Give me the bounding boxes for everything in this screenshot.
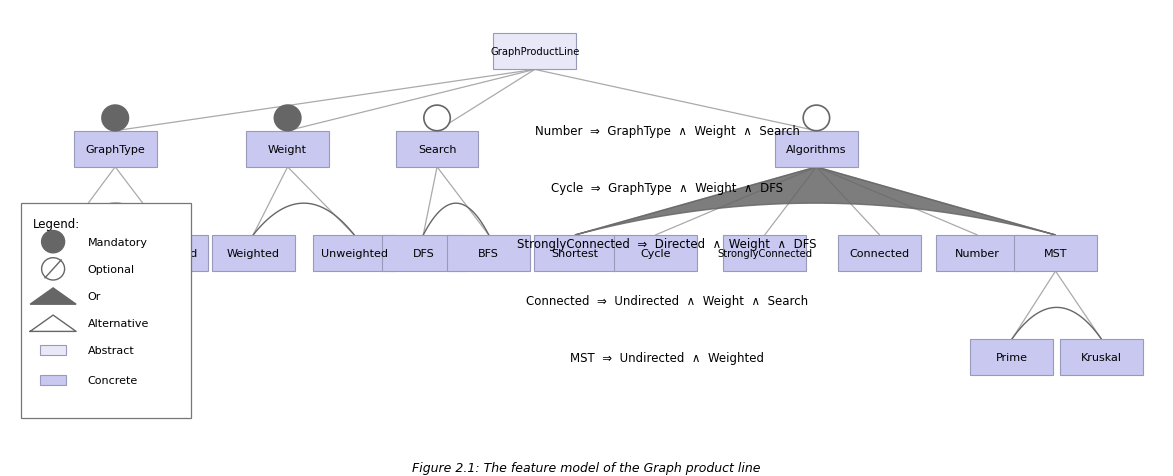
FancyBboxPatch shape — [74, 131, 156, 168]
Text: Number  ⇒  GraphType  ∧  Weight  ∧  Search: Number ⇒ GraphType ∧ Weight ∧ Search — [535, 125, 800, 138]
Text: BFS: BFS — [479, 248, 500, 258]
Text: Number: Number — [955, 248, 999, 258]
FancyBboxPatch shape — [724, 236, 806, 271]
Text: Figure 2.1: The feature model of the Graph product line: Figure 2.1: The feature model of the Gra… — [412, 461, 761, 474]
FancyBboxPatch shape — [494, 34, 576, 70]
FancyBboxPatch shape — [839, 236, 921, 271]
FancyBboxPatch shape — [1015, 236, 1097, 271]
FancyBboxPatch shape — [126, 236, 209, 271]
Text: Alternative: Alternative — [88, 318, 149, 328]
FancyBboxPatch shape — [40, 375, 66, 385]
Polygon shape — [30, 288, 76, 305]
FancyBboxPatch shape — [382, 236, 465, 271]
Ellipse shape — [423, 106, 450, 131]
FancyBboxPatch shape — [936, 236, 1018, 271]
Text: StronglyConnected: StronglyConnected — [717, 248, 812, 258]
Text: Or: Or — [88, 291, 101, 301]
Text: Kruskal: Kruskal — [1082, 353, 1123, 362]
Text: GraphType: GraphType — [86, 145, 145, 154]
Text: Search: Search — [418, 145, 456, 154]
Ellipse shape — [804, 106, 829, 131]
FancyBboxPatch shape — [775, 131, 857, 168]
Text: GraphProductLine: GraphProductLine — [490, 47, 579, 57]
Text: MST: MST — [1044, 248, 1067, 258]
Ellipse shape — [274, 106, 300, 131]
FancyBboxPatch shape — [447, 236, 530, 271]
Text: MST  ⇒  Undirected  ∧  Weighted: MST ⇒ Undirected ∧ Weighted — [570, 351, 764, 364]
Text: Weighted: Weighted — [226, 248, 279, 258]
Text: Connected: Connected — [849, 248, 910, 258]
Text: Legend:: Legend: — [33, 217, 80, 230]
Text: Directed: Directed — [41, 248, 88, 258]
Text: Algorithms: Algorithms — [786, 145, 847, 154]
FancyBboxPatch shape — [313, 236, 395, 271]
FancyBboxPatch shape — [212, 236, 294, 271]
Text: Abstract: Abstract — [88, 346, 135, 356]
Ellipse shape — [102, 106, 128, 131]
FancyBboxPatch shape — [40, 346, 66, 356]
Text: Cycle: Cycle — [640, 248, 671, 258]
Ellipse shape — [41, 258, 65, 280]
FancyBboxPatch shape — [21, 204, 191, 418]
FancyBboxPatch shape — [970, 339, 1053, 376]
Text: Cycle  ⇒  GraphType  ∧  Weight  ∧  DFS: Cycle ⇒ GraphType ∧ Weight ∧ DFS — [551, 181, 782, 194]
Text: Weight: Weight — [269, 145, 307, 154]
Text: Undirected: Undirected — [136, 248, 197, 258]
Text: Unweighted: Unweighted — [320, 248, 388, 258]
Text: Shortest: Shortest — [551, 248, 598, 258]
Text: Prime: Prime — [996, 353, 1028, 362]
Text: Concrete: Concrete — [88, 375, 138, 385]
FancyBboxPatch shape — [395, 131, 479, 168]
FancyBboxPatch shape — [1060, 339, 1143, 376]
Text: Mandatory: Mandatory — [88, 237, 148, 247]
FancyBboxPatch shape — [246, 131, 328, 168]
Polygon shape — [575, 168, 1056, 236]
Text: DFS: DFS — [413, 248, 434, 258]
FancyBboxPatch shape — [615, 236, 697, 271]
Text: StronglyConnected  ⇒  Directed  ∧  Weight  ∧  DFS: StronglyConnected ⇒ Directed ∧ Weight ∧ … — [517, 238, 816, 251]
FancyBboxPatch shape — [23, 236, 106, 271]
Text: Optional: Optional — [88, 264, 135, 274]
FancyBboxPatch shape — [534, 236, 616, 271]
Ellipse shape — [41, 231, 65, 253]
Text: Connected  ⇒  Undirected  ∧  Weight  ∧  Search: Connected ⇒ Undirected ∧ Weight ∧ Search — [526, 295, 808, 307]
